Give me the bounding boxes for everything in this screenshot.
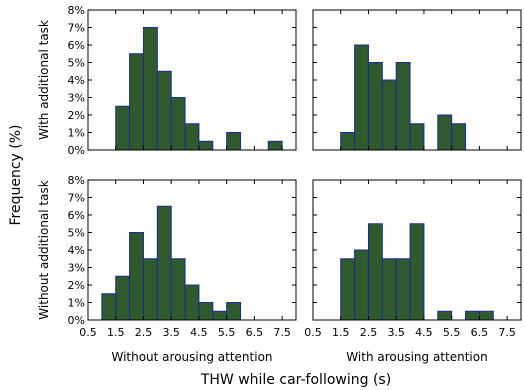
y-tick-label: 5%: [68, 227, 85, 240]
histogram-bar: [367, 223, 383, 321]
row-label: With additional task: [37, 20, 51, 140]
histogram-bar: [184, 284, 200, 321]
x-tick-label: 0.5: [79, 326, 97, 339]
histogram-bar: [451, 123, 467, 151]
histogram-bar: [198, 140, 214, 151]
y-axis-label: Frequency (%): [8, 124, 24, 225]
y-tick-label: 7%: [68, 22, 85, 35]
histogram-bar: [437, 114, 453, 151]
row-label: Without additional task: [37, 180, 51, 319]
y-tick-label: 7%: [68, 192, 85, 205]
x-tick-label: 2.5: [360, 326, 378, 339]
x-tick-label: 7.5: [273, 326, 291, 339]
y-tick-label: 5%: [68, 57, 85, 70]
y-tick-label: 3%: [68, 262, 85, 275]
histogram-bar: [478, 310, 494, 321]
y-tick-label: 1%: [68, 127, 85, 140]
x-axis-label: THW while car-following (s): [200, 372, 391, 388]
x-tick-label: 5.5: [443, 326, 461, 339]
column-label: With arousing attention: [346, 350, 487, 364]
histogram-bar: [184, 123, 200, 151]
histogram-bar: [142, 27, 158, 151]
histogram-bar: [395, 258, 411, 321]
y-tick-label: 1%: [68, 297, 85, 310]
histogram-bar: [354, 249, 369, 321]
x-tick-label: 3.5: [387, 326, 405, 339]
histogram-bar: [354, 44, 369, 151]
y-tick-label: 8%: [68, 4, 85, 17]
x-tick-label: 6.5: [246, 326, 264, 339]
histogram-bar: [267, 140, 283, 151]
histogram-bar: [101, 293, 117, 321]
histogram-bar: [340, 258, 356, 321]
y-tick-label: 6%: [68, 39, 85, 52]
histogram-bar: [170, 258, 186, 321]
histogram-bar: [156, 205, 172, 321]
x-tick-label: 7.5: [498, 326, 516, 339]
x-tick-label: 1.5: [107, 326, 125, 339]
histogram-bar: [226, 302, 242, 321]
histogram-bar: [381, 79, 397, 151]
y-tick-label: 0%: [68, 144, 85, 157]
y-tick-label: 4%: [68, 244, 85, 257]
histogram-bar: [212, 310, 228, 321]
histogram-bar: [409, 223, 425, 321]
histogram-bar: [437, 310, 453, 321]
x-tick-label: 4.5: [190, 326, 208, 339]
histogram-bar: [367, 62, 383, 151]
histogram-bar: [156, 70, 172, 151]
histogram-bar: [340, 132, 356, 151]
histogram-bar: [170, 97, 186, 151]
histogram-bar: [395, 62, 411, 151]
histogram-bar: [115, 275, 131, 321]
x-tick-label: 6.5: [471, 326, 489, 339]
y-tick-label: 3%: [68, 92, 85, 105]
y-tick-label: 4%: [68, 74, 85, 87]
histogram-bar: [409, 123, 425, 151]
x-tick-label: 0.5: [304, 326, 322, 339]
x-tick-label: 3.5: [162, 326, 180, 339]
x-tick-label: 4.5: [415, 326, 433, 339]
column-label: Without arousing attention: [111, 350, 272, 364]
histogram-bar: [198, 302, 214, 321]
y-tick-label: 0%: [68, 314, 85, 327]
y-tick-label: 6%: [68, 209, 85, 222]
histogram-bar: [129, 232, 144, 321]
y-tick-label: 8%: [68, 174, 85, 187]
histogram-bar: [226, 132, 242, 151]
y-tick-label: 2%: [68, 279, 85, 292]
x-tick-label: 2.5: [135, 326, 153, 339]
histogram-bar: [142, 258, 158, 321]
x-tick-label: 1.5: [332, 326, 350, 339]
histogram-bar: [115, 105, 131, 151]
histogram-bar: [129, 53, 144, 151]
histogram-bar: [465, 310, 480, 321]
x-tick-label: 5.5: [218, 326, 236, 339]
histogram-bar: [381, 258, 397, 321]
y-tick-label: 2%: [68, 109, 85, 122]
